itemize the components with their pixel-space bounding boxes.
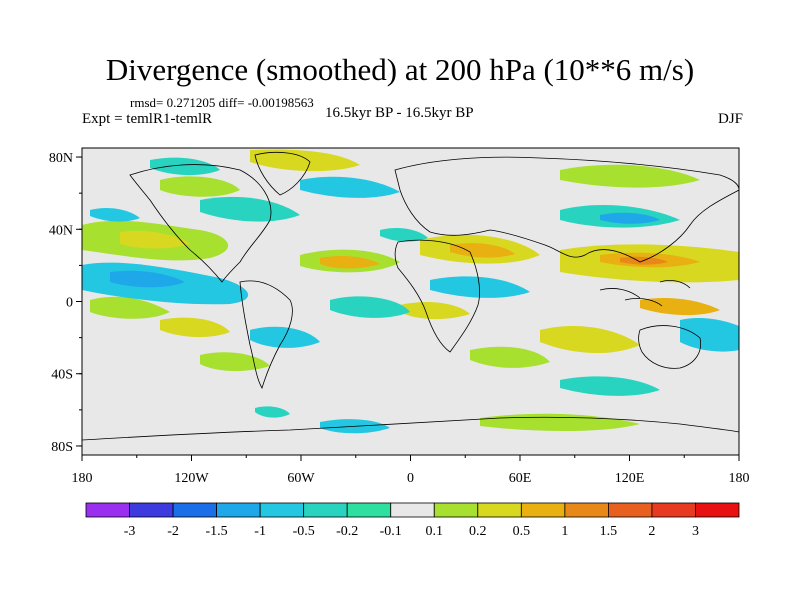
colorbar-label: 0.2 <box>469 524 487 539</box>
colorbar-label: -1 <box>254 524 266 539</box>
negative-divergence-regions <box>82 157 739 434</box>
colorbar-label: 0.5 <box>513 524 531 539</box>
colorbar-box <box>216 502 261 518</box>
period-label: 16.5kyr BP - 16.5kyr BP <box>325 105 474 121</box>
colorbar-box <box>651 502 696 518</box>
lat-tick-label: 80S <box>51 440 73 455</box>
lat-tick-label: 40S <box>51 368 73 383</box>
colorbar-label: 2 <box>648 524 655 539</box>
colorbar-box <box>346 502 392 518</box>
colorbar-box <box>695 502 740 518</box>
colorbar-label: -0.5 <box>293 524 315 539</box>
colorbar-label: -1.5 <box>206 524 228 539</box>
north-america-coast <box>129 164 272 283</box>
lon-tick-label: 60E <box>509 471 532 486</box>
axis-ticks <box>76 156 740 461</box>
longitude-labels: 180 120W 60W 0 60E 120E 180 <box>72 471 750 486</box>
latitude-labels: 80N 40N 0 40S 80S <box>49 151 73 455</box>
map-plot-area <box>81 147 740 456</box>
colorbar-box <box>564 502 609 518</box>
colorbar-box <box>477 502 522 518</box>
greenland-coast <box>254 151 311 196</box>
colorbar-box <box>433 502 479 518</box>
colorbar-label: 0.1 <box>426 524 444 539</box>
colorbar-box <box>303 502 348 518</box>
colorbar-box <box>520 502 566 518</box>
eurasia-coast <box>394 156 739 263</box>
colorbar-label: -3 <box>124 524 136 539</box>
colorbar-label: 3 <box>692 524 699 539</box>
lat-tick-label: 40N <box>49 223 73 238</box>
lon-tick-label: 60W <box>287 471 315 486</box>
lon-tick-label: 0 <box>407 471 414 486</box>
colorbar-box <box>129 502 174 518</box>
lat-tick-label: 0 <box>66 296 73 311</box>
colorbar-box <box>172 502 217 518</box>
experiment-label: Expt = temlR1-temlR <box>82 111 213 127</box>
coastlines <box>82 151 739 441</box>
lon-tick-label: 120E <box>615 471 645 486</box>
map-title: Divergence (smoothed) at 200 hPa (10**6 … <box>105 52 695 87</box>
lon-tick-label: 180 <box>729 471 750 486</box>
australia-coast <box>638 325 702 369</box>
colorbar-box <box>608 502 653 518</box>
colorbar-label: -0.1 <box>380 524 402 539</box>
colorbar <box>85 502 740 518</box>
lat-tick-label: 80N <box>49 151 73 166</box>
stats-text: rmsd= 0.271205 diff= -0.00198563 <box>130 95 314 110</box>
colorbar-label: 1.5 <box>600 524 618 539</box>
season-label: DJF <box>717 111 743 127</box>
colorbar-label: -2 <box>167 524 179 539</box>
lon-tick-label: 120W <box>174 471 209 486</box>
africa-coast <box>394 239 480 353</box>
colorbar-box <box>390 502 435 518</box>
colorbar-label: -0.2 <box>336 524 358 539</box>
antarctica-coast <box>82 416 739 441</box>
lon-tick-label: 180 <box>72 471 93 486</box>
colorbar-labels: -3 -2 -1.5 -1 -0.5 -0.2 -0.1 0.1 0.2 0.5 1 1.5 2 3 <box>124 524 699 539</box>
maritime-continent-coast <box>599 280 691 307</box>
south-america-coast <box>239 280 293 389</box>
colorbar-box <box>85 502 130 518</box>
colorbar-label: 1 <box>561 524 568 539</box>
colorbar-box <box>259 502 305 518</box>
